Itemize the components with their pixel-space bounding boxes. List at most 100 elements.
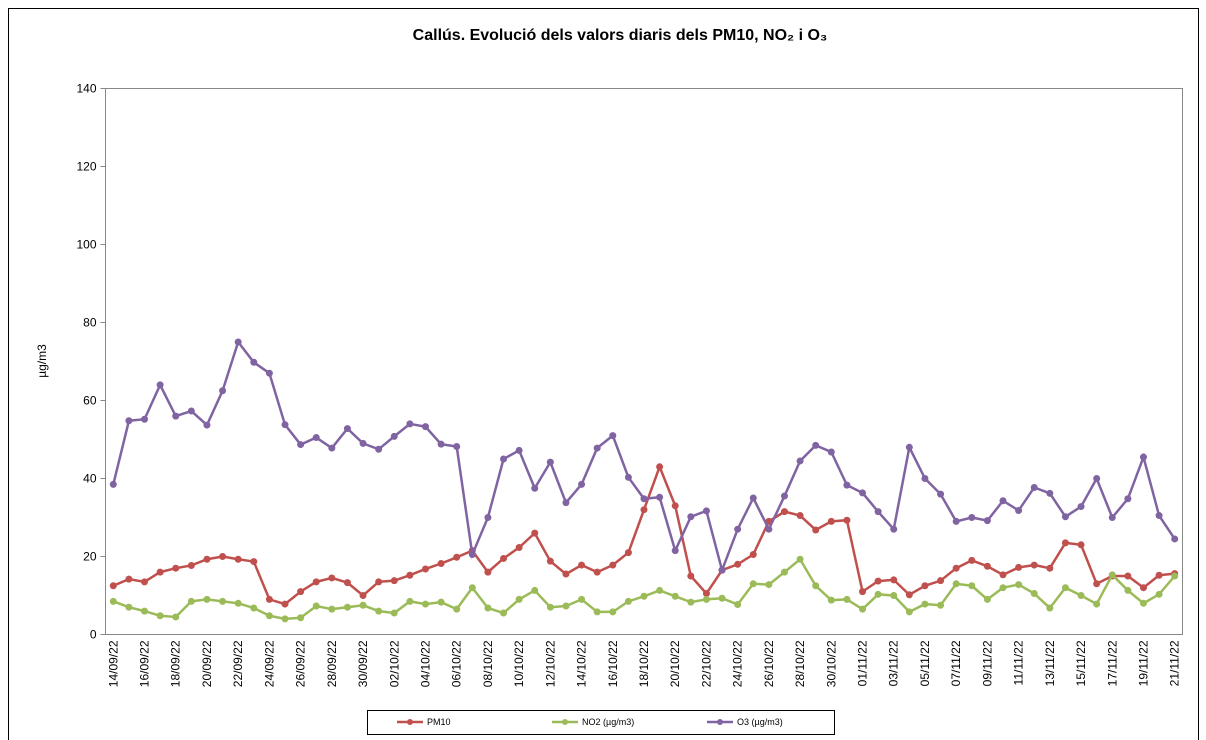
- point: [531, 484, 539, 492]
- legend-marker: [562, 719, 568, 725]
- point: [234, 338, 242, 346]
- point: [468, 551, 476, 559]
- point: [656, 463, 664, 471]
- x-tick-label: 20/10/22: [668, 640, 682, 687]
- x-tick-label: 08/10/22: [481, 640, 495, 687]
- point: [484, 514, 492, 521]
- point: [297, 614, 305, 622]
- x-tick-label: 10/10/22: [512, 640, 526, 687]
- point: [890, 576, 898, 584]
- point: [546, 557, 554, 565]
- point: [734, 560, 742, 568]
- point: [515, 544, 523, 552]
- y-tick-label: 40: [83, 472, 97, 486]
- point: [656, 586, 664, 594]
- point: [297, 441, 305, 449]
- x-tick-label: 05/11/22: [918, 640, 932, 686]
- point: [312, 602, 320, 610]
- point: [515, 595, 523, 603]
- point: [952, 517, 960, 525]
- point: [827, 517, 835, 525]
- legend-marker: [717, 719, 723, 725]
- point: [687, 598, 695, 606]
- point: [983, 517, 991, 525]
- point: [437, 440, 445, 448]
- point: [265, 369, 273, 377]
- point: [921, 582, 929, 590]
- point: [874, 508, 882, 516]
- point: [671, 547, 679, 555]
- point: [859, 489, 867, 497]
- point: [343, 425, 351, 433]
- point: [359, 601, 367, 609]
- legend-label: O3 (µg/m3): [737, 717, 783, 727]
- point: [578, 595, 586, 603]
- point: [671, 502, 679, 510]
- point: [484, 604, 492, 612]
- x-tick-label: 18/10/22: [637, 640, 651, 687]
- point: [780, 568, 788, 576]
- point: [593, 444, 601, 452]
- point: [453, 443, 461, 451]
- point: [640, 592, 648, 600]
- point: [421, 423, 429, 431]
- point: [125, 417, 133, 425]
- point: [796, 457, 804, 465]
- x-tick-label: 28/10/22: [793, 640, 807, 687]
- x-tick-label: 15/11/22: [1074, 640, 1088, 686]
- point: [125, 575, 133, 583]
- point: [640, 495, 648, 503]
- point: [219, 553, 227, 560]
- point: [1030, 561, 1038, 569]
- point: [437, 598, 445, 606]
- point: [531, 529, 539, 537]
- point: [500, 455, 508, 463]
- point: [141, 578, 149, 586]
- point: [141, 607, 149, 615]
- point: [453, 553, 461, 561]
- point: [796, 512, 804, 520]
- point: [749, 580, 757, 588]
- point: [250, 604, 258, 612]
- point: [250, 358, 258, 366]
- point: [593, 568, 601, 576]
- legend-box: [367, 710, 835, 735]
- point: [999, 571, 1007, 579]
- point: [905, 608, 913, 616]
- point: [859, 588, 867, 596]
- point: [203, 421, 211, 429]
- point: [421, 565, 429, 573]
- x-tick-label: 18/09/22: [169, 640, 183, 687]
- point: [1046, 564, 1054, 572]
- point: [812, 582, 820, 590]
- x-tick-label: 07/11/22: [949, 640, 963, 686]
- point: [624, 597, 632, 605]
- point: [437, 560, 445, 568]
- point: [484, 568, 492, 576]
- point: [297, 588, 305, 596]
- point: [156, 612, 164, 620]
- point: [546, 458, 554, 466]
- point: [999, 584, 1007, 592]
- point: [562, 570, 570, 578]
- point: [1061, 539, 1069, 547]
- point: [375, 607, 383, 615]
- point: [1030, 483, 1038, 491]
- point: [874, 577, 882, 585]
- point: [968, 582, 976, 590]
- y-tick-label: 60: [83, 394, 97, 408]
- point: [624, 549, 632, 557]
- point: [578, 480, 586, 488]
- point: [281, 600, 289, 608]
- point: [1139, 599, 1147, 607]
- point: [172, 412, 180, 420]
- point: [921, 475, 929, 482]
- point: [765, 581, 773, 589]
- x-tick-label: 06/10/22: [450, 640, 464, 687]
- point: [453, 605, 461, 613]
- point: [1077, 592, 1085, 599]
- point: [702, 507, 710, 515]
- point: [156, 381, 164, 389]
- point: [780, 492, 788, 500]
- point: [1077, 503, 1085, 511]
